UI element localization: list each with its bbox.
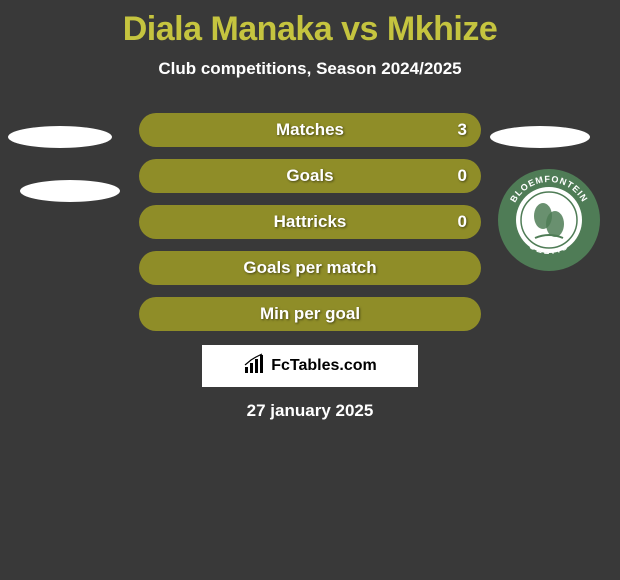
stat-row-matches: Matches 3 [139,113,481,147]
stat-label: Hattricks [274,212,347,232]
stat-row-hattricks: Hattricks 0 [139,205,481,239]
stat-label: Goals per match [243,258,376,278]
date-text: 27 january 2025 [0,401,620,421]
chart-icon [243,353,265,380]
page-title: Diala Manaka vs Mkhize [0,0,620,49]
subtitle: Club competitions, Season 2024/2025 [0,59,620,79]
page-background: Diala Manaka vs Mkhize Club competitions… [0,0,620,580]
stat-row-min-per-goal: Min per goal [139,297,481,331]
stat-label: Min per goal [260,304,360,324]
club-badge: BLOEMFONTEIN CELTIC [497,168,601,272]
stat-row-goals: Goals 0 [139,159,481,193]
logo-box: FcTables.com [202,345,418,387]
club-badge-svg: BLOEMFONTEIN CELTIC [497,168,601,272]
decorative-oval-1 [8,126,112,148]
logo-text: FcTables.com [271,357,377,375]
decorative-oval-3 [490,126,590,148]
stat-value: 0 [458,212,467,232]
decorative-oval-2 [20,180,120,202]
stat-label: Goals [286,166,333,186]
stat-row-goals-per-match: Goals per match [139,251,481,285]
stat-value: 3 [458,120,467,140]
stat-label: Matches [276,120,344,140]
stat-value: 0 [458,166,467,186]
